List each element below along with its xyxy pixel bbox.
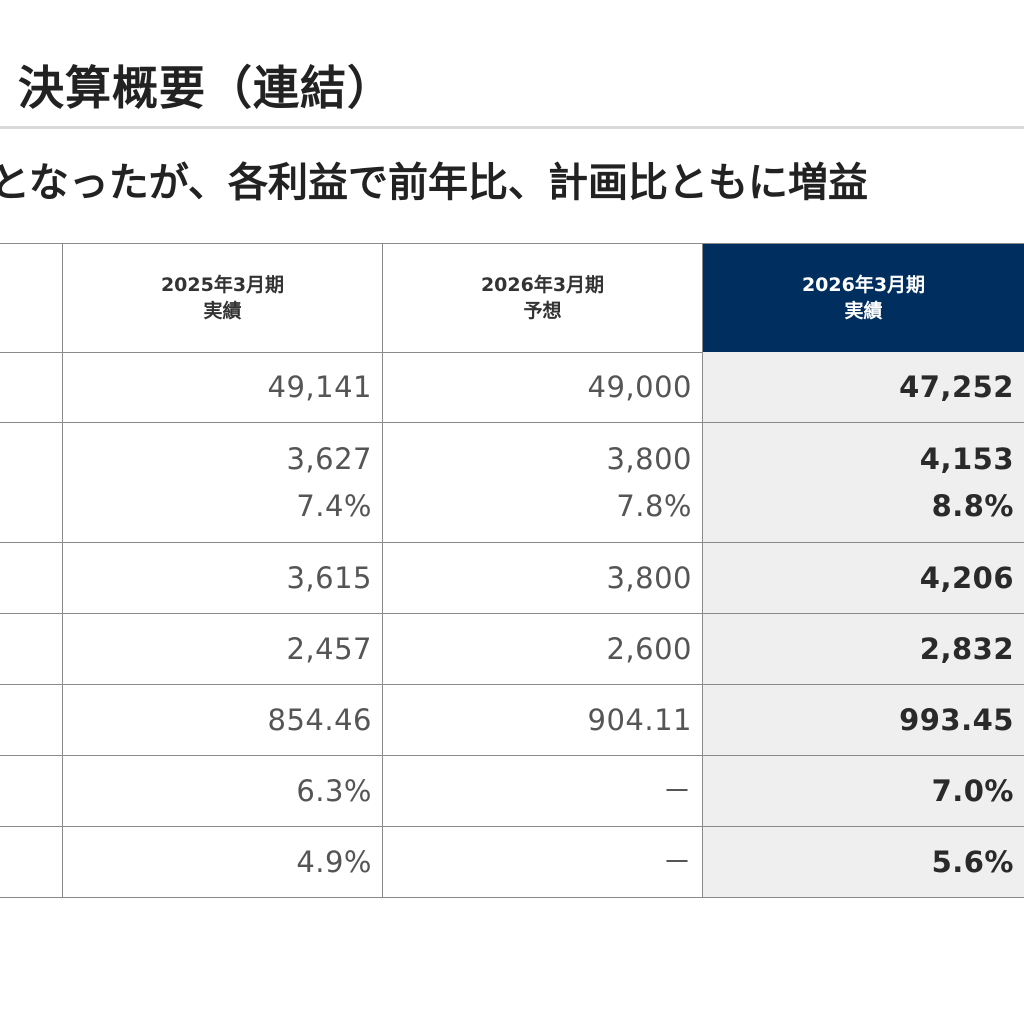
cell-fy2025-actual: 854.46 xyxy=(63,685,383,755)
cell-value: 854.46 xyxy=(267,703,372,737)
cell-fy2025-actual: 2,457 xyxy=(63,614,383,684)
table-row: 2,457 2,600 2,832 xyxy=(0,614,1024,685)
header-fy2025-actual: 2025年3月期 実績 xyxy=(63,244,383,352)
header-period: 2026年3月期 xyxy=(801,274,926,296)
cell-value: 4,153 xyxy=(919,442,1014,476)
cell-value: 47,252 xyxy=(899,370,1014,404)
cell-fy2026-forecast: 3,800 7.8% xyxy=(383,423,703,542)
row-label-cell xyxy=(0,685,63,755)
cell-value: 7.4% xyxy=(296,489,372,523)
page-subtitle: となったが、各利益で前年比、計画比ともに増益 xyxy=(0,160,868,206)
cell-value: 3,800 xyxy=(606,561,692,595)
cell-fy2025-actual: 49,141 xyxy=(63,352,383,422)
cell-value: 2,457 xyxy=(286,632,372,666)
row-label-cell xyxy=(0,614,63,684)
table-row: 854.46 904.11 993.45 xyxy=(0,685,1024,756)
cell-value: － xyxy=(662,845,692,879)
cell-value: 3,800 xyxy=(606,442,692,476)
table-row: 49,141 49,000 47,252 xyxy=(0,352,1024,423)
cell-value: 4.9% xyxy=(296,845,372,879)
cell-fy2026-actual: 4,206 xyxy=(703,543,1024,613)
cell-value: 2,600 xyxy=(606,632,692,666)
cell-fy2026-actual: 2,832 xyxy=(703,614,1024,684)
cell-value: 6.3% xyxy=(296,774,372,808)
cell-value: 904.11 xyxy=(587,703,692,737)
table-row: 6.3% － 7.0% xyxy=(0,756,1024,827)
cell-fy2026-forecast: － xyxy=(383,756,703,826)
row-label-cell xyxy=(0,827,63,897)
cell-value: 3,627 xyxy=(286,442,372,476)
cell-value: 7.8% xyxy=(616,489,692,523)
row-label-cell xyxy=(0,543,63,613)
cell-value: 7.0% xyxy=(931,774,1014,808)
cell-fy2026-actual: 4,153 8.8% xyxy=(703,423,1024,542)
cell-value: 49,000 xyxy=(587,370,692,404)
header-label-cell xyxy=(0,244,63,352)
cell-fy2026-forecast: 904.11 xyxy=(383,685,703,755)
row-label-cell xyxy=(0,756,63,826)
cell-fy2025-actual: 3,627 7.4% xyxy=(63,423,383,542)
header-kind: 実績 xyxy=(844,300,883,322)
cell-fy2025-actual: 4.9% xyxy=(63,827,383,897)
cell-fy2026-forecast: － xyxy=(383,827,703,897)
cell-fy2026-actual: 47,252 xyxy=(703,352,1024,422)
cell-fy2026-actual: 7.0% xyxy=(703,756,1024,826)
header-fy2026-forecast: 2026年3月期 予想 xyxy=(383,244,703,352)
cell-fy2026-forecast: 3,800 xyxy=(383,543,703,613)
cell-fy2025-actual: 3,615 xyxy=(63,543,383,613)
table-row: 3,627 7.4% 3,800 7.8% 4,153 8.8% xyxy=(0,423,1024,543)
cell-value: 993.45 xyxy=(899,703,1014,737)
header-period: 2025年3月期 xyxy=(160,274,285,296)
cell-value: 3,615 xyxy=(286,561,372,595)
cell-fy2026-forecast: 2,600 xyxy=(383,614,703,684)
cell-value: 2,832 xyxy=(919,632,1014,666)
cell-fy2026-actual: 993.45 xyxy=(703,685,1024,755)
header-kind: 予想 xyxy=(523,300,562,322)
cell-value: 49,141 xyxy=(267,370,372,404)
cell-fy2026-forecast: 49,000 xyxy=(383,352,703,422)
results-table: 2025年3月期 実績 2026年3月期 予想 2026年3月期 実績 49,1… xyxy=(0,243,1024,899)
page-title: 決算概要（連結） xyxy=(18,61,394,115)
cell-fy2025-actual: 6.3% xyxy=(63,756,383,826)
cell-fy2026-actual: 5.6% xyxy=(703,827,1024,897)
cell-value: 8.8% xyxy=(931,489,1014,523)
table-header-row: 2025年3月期 実績 2026年3月期 予想 2026年3月期 実績 xyxy=(0,243,1024,353)
table-row: 4.9% － 5.6% xyxy=(0,827,1024,898)
header-kind: 実績 xyxy=(203,300,242,322)
row-label-cell xyxy=(0,352,63,422)
row-label-cell xyxy=(0,423,63,542)
cell-value: － xyxy=(662,774,692,808)
cell-value: 4,206 xyxy=(919,561,1014,595)
header-fy2026-actual: 2026年3月期 実績 xyxy=(703,244,1024,352)
header-period: 2026年3月期 xyxy=(480,274,605,296)
title-divider xyxy=(0,126,1024,129)
table-row: 3,615 3,800 4,206 xyxy=(0,543,1024,614)
cell-value: 5.6% xyxy=(931,845,1014,879)
